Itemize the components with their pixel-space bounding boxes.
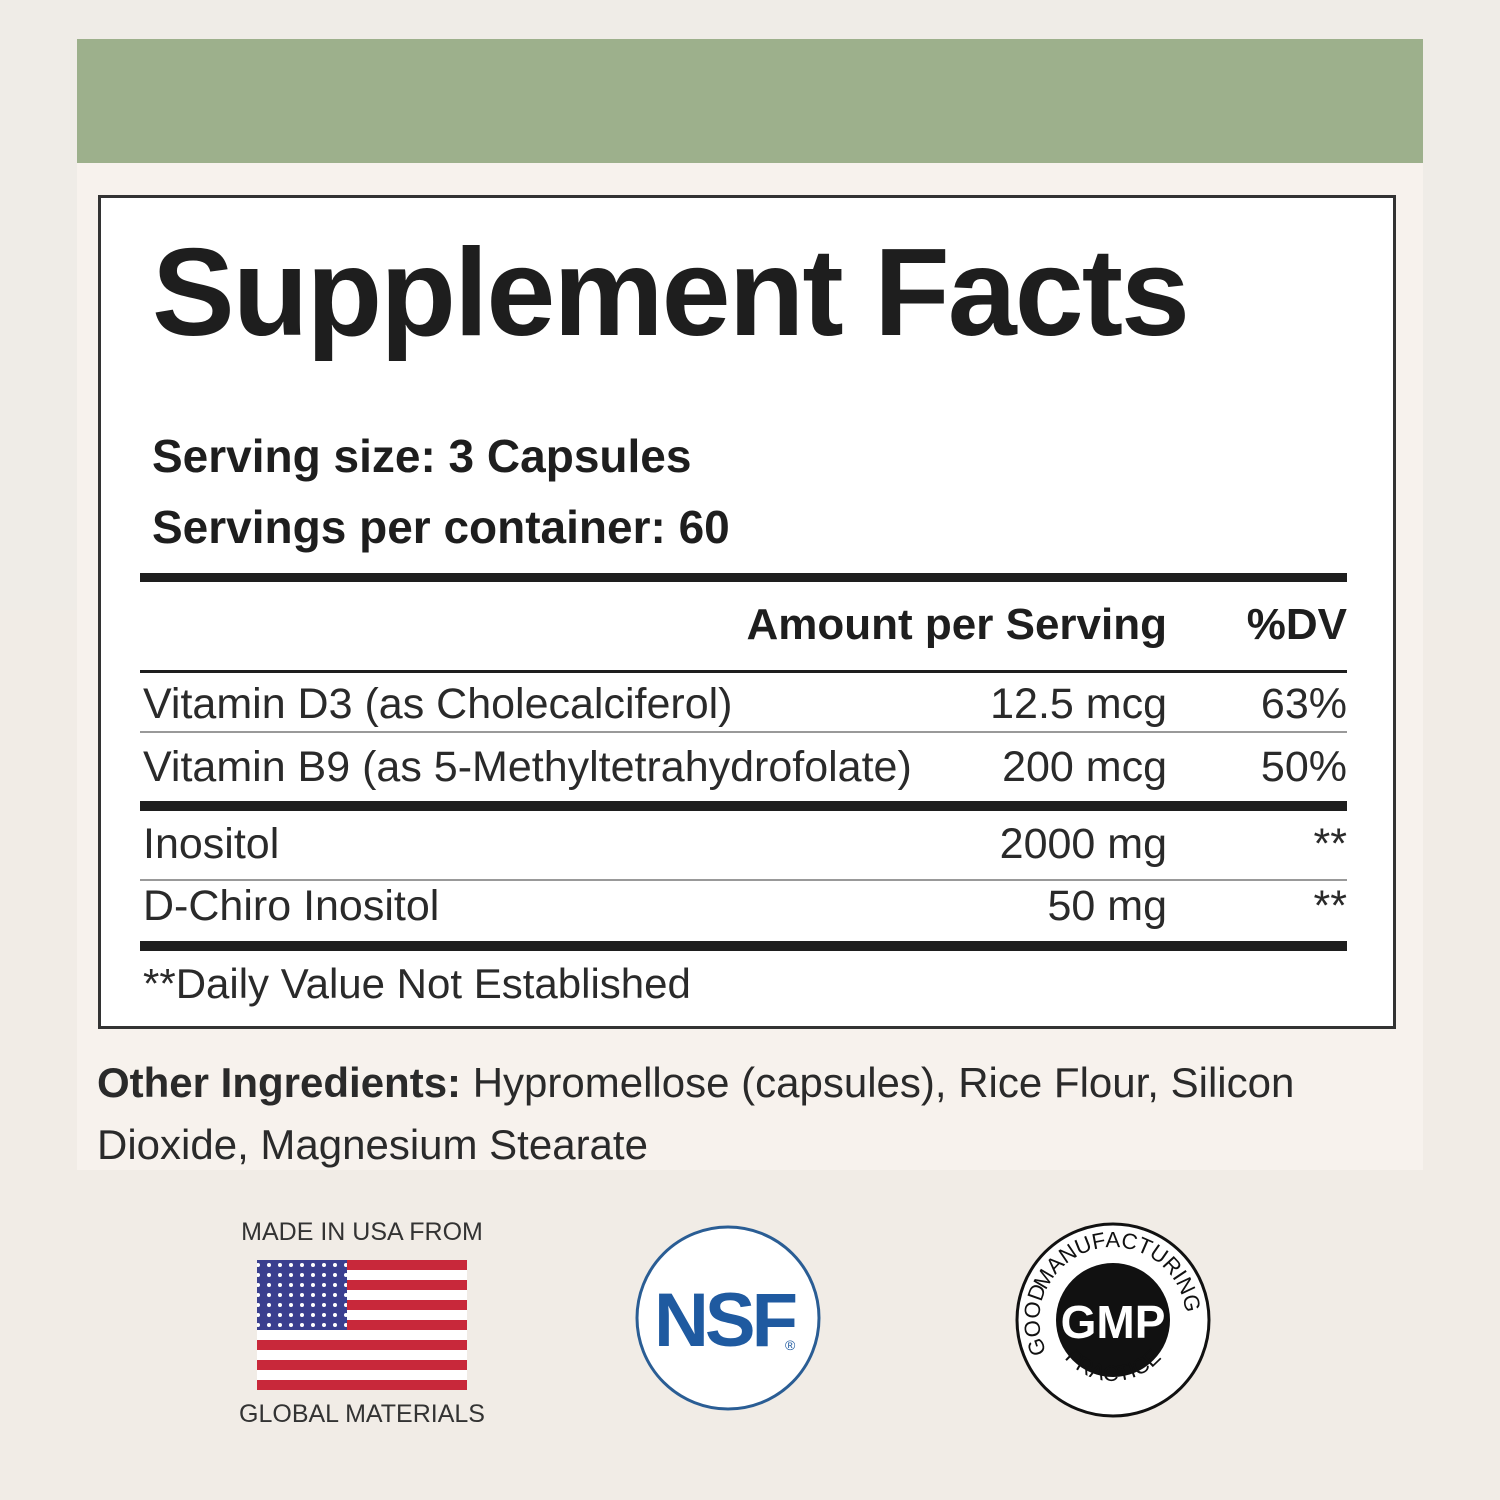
- facts-title: Supplement Facts: [152, 224, 1190, 362]
- nutrient-name: Inositol: [143, 820, 280, 868]
- other-ingredients-text: Hypromellose (capsules), Rice Flour, Sil…: [97, 1059, 1295, 1168]
- nutrient-amount: 12.5 mcg: [990, 680, 1167, 728]
- nutrient-amount: 200 mcg: [1002, 743, 1167, 791]
- nutrient-amount: 2000 mg: [999, 820, 1167, 868]
- dv-header: %DV: [1246, 600, 1347, 649]
- nutrient-name: Vitamin B9 (as 5-Methyltetrahydrofolate): [143, 743, 912, 791]
- badges: MADE IN USA FROM GLOBAL MATERIALS NSF ® …: [239, 1218, 1211, 1428]
- thin-rule: [140, 879, 1347, 881]
- thin-rule: [140, 731, 1347, 733]
- rule: [140, 670, 1347, 673]
- thick-rule: [140, 941, 1347, 951]
- amount-header: Amount per Serving: [746, 600, 1168, 649]
- gmp-text: GMP: [1061, 1296, 1166, 1348]
- thick-rule: [140, 573, 1347, 582]
- serving-size: Serving size: 3 Capsules: [152, 430, 692, 482]
- usa-bottom-text: GLOBAL MATERIALS: [239, 1400, 485, 1428]
- thick-rule: [140, 801, 1347, 811]
- footnote: **Daily Value Not Established: [143, 960, 691, 1007]
- nutrient-dv: 50%: [1260, 743, 1347, 791]
- header-band: [77, 39, 1423, 163]
- gmp-inner: [1056, 1263, 1170, 1377]
- other-ingredients-heading: Other Ingredients:: [97, 1059, 462, 1106]
- nutrient-amount: 50 mg: [1047, 882, 1167, 930]
- us-flag: [257, 1260, 467, 1390]
- nutrient-dv: **: [1313, 882, 1347, 930]
- facts-box: [98, 195, 1396, 1029]
- usa-top-text: MADE IN USA FROM: [241, 1218, 483, 1246]
- nsf-registered: ®: [785, 1337, 796, 1353]
- nutrient-dv: 63%: [1260, 680, 1347, 728]
- other-ingredients: Other Ingredients: Hypromellose (capsule…: [97, 1052, 1327, 1176]
- nutrient-name: Vitamin D3 (as Cholecalciferol): [143, 680, 733, 728]
- nutrient-name: D-Chiro Inositol: [143, 882, 440, 930]
- nutrient-dv: **: [1313, 820, 1347, 868]
- servings-per-container: Servings per container: 60: [152, 501, 730, 553]
- nsf-badge: [635, 1225, 821, 1411]
- nsf-text: NSF: [654, 1278, 796, 1363]
